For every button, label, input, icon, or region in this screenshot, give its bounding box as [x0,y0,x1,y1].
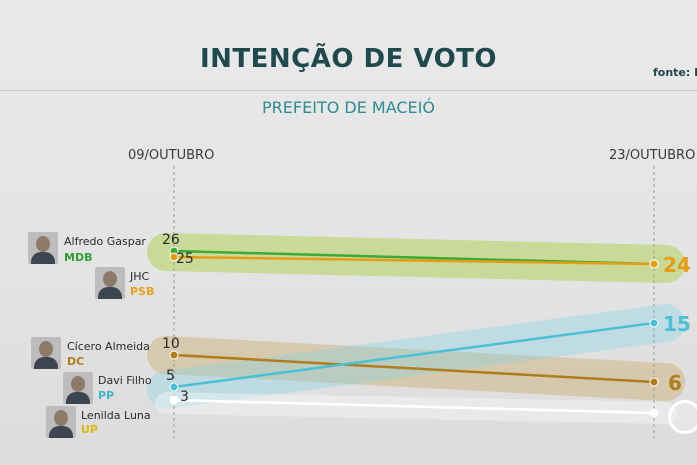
band-pp [147,304,685,409]
candidate-name: Davi Filho [98,374,152,387]
avatar-cicero-almeida [31,337,61,369]
candidate-party: PP [98,389,115,402]
source-label: fonte: Il [653,66,697,79]
x-label-start: 09/OUTUBRO [128,148,215,163]
value-label: 26 [162,232,180,248]
candidate-name: Cícero Almeida [67,340,150,353]
candidate-name: Alfredo Gaspar [64,235,146,248]
candidate-party: DC [67,355,85,368]
point-end-jhc [649,259,659,269]
candidate-party: UP [81,423,98,436]
value-label: 15 [663,312,691,336]
point-end-lenilda-luna [649,408,659,418]
point-start-davi-filho [169,382,179,392]
candidate-party: MDB [64,251,93,264]
series-line-davi-filho [173,321,655,389]
avatar-lenilda-luna [46,406,76,438]
chart-subtitle: PREFEITO DE MACEIÓ [262,98,435,117]
avatar-davi-filho [63,372,93,404]
point-start-c-cero-almeida [169,350,179,360]
broadcaster-logo [668,400,697,434]
avatar-alfredo-gaspar [28,232,58,264]
avatar-jhc [95,267,125,299]
series-line-lenilda-luna [173,398,655,415]
candidate-name: JHC [130,270,150,283]
value-label: 6 [668,371,682,395]
value-label: 3 [180,389,189,405]
value-label: 24 [663,253,691,277]
x-label-end: 23/OUTUBRO [609,148,696,163]
header-divider [0,90,697,91]
series-line-jhc [173,255,655,266]
value-label: 5 [166,368,175,384]
series-lines [173,249,655,415]
point-end-davi-filho [649,318,659,328]
chart-title: INTENÇÃO DE VOTO [199,44,498,74]
candidate-name: Lenilda Luna [81,409,151,422]
value-label: 10 [162,336,180,352]
value-label: 25 [176,251,194,267]
series-line-c-cero-almeida [173,353,655,384]
point-start-lenilda-luna [169,395,179,405]
point-end-c-cero-almeida [649,377,659,387]
point-start-jhc [169,252,179,262]
candidate-party: PSB [130,285,155,298]
data-points [169,246,659,418]
date-guides [173,166,655,440]
value-labels: 26 25 24 10 6 5 15 3 [162,232,691,405]
